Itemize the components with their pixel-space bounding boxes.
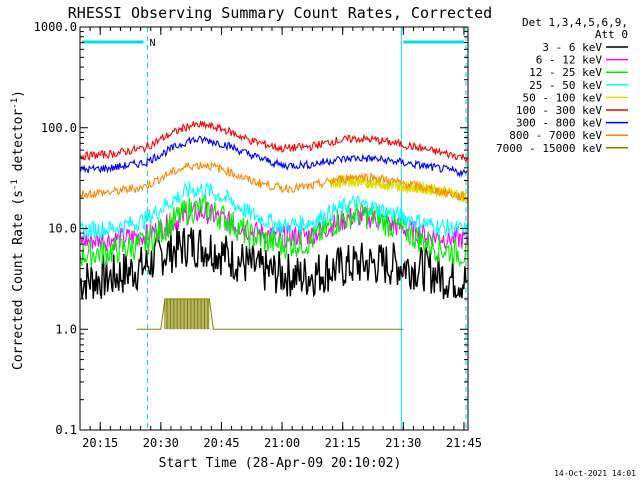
legend-label: 100 - 300 keV xyxy=(516,104,602,117)
y-tick-label: 100.0 xyxy=(41,121,77,135)
y-tick-label: 10.0 xyxy=(48,222,77,236)
series-line xyxy=(79,119,468,163)
legend-label: 6 - 12 keV xyxy=(536,54,603,67)
series-line xyxy=(79,193,468,268)
series-line xyxy=(79,135,468,179)
detector-note: Att 0 xyxy=(595,28,628,41)
timestamp: 14-Oct-2021 14:01 xyxy=(554,469,636,478)
legend-label: 7000 - 15000 keV xyxy=(496,142,602,155)
detector-note: Det 1,3,4,5,6,9, xyxy=(522,16,628,29)
series-line xyxy=(79,181,468,240)
series-line xyxy=(79,226,468,300)
y-tick-label: 1.0 xyxy=(55,322,77,336)
x-tick-label: 20:30 xyxy=(143,436,179,450)
y-tick-label: 1000.0 xyxy=(34,20,77,34)
x-tick-label: 21:30 xyxy=(385,436,421,450)
legend-label: 12 - 25 keV xyxy=(529,66,602,79)
series-line xyxy=(330,174,469,204)
series-line xyxy=(136,298,404,330)
night-marker: N xyxy=(149,38,155,49)
y-axis-label: Corrected Count Rate (s-1 detector-1) xyxy=(10,90,26,370)
legend-label: 800 - 7000 keV xyxy=(509,129,602,142)
plot-area: N xyxy=(79,27,469,430)
y-tick-label: 0.1 xyxy=(55,423,77,437)
legend-label: 50 - 100 keV xyxy=(523,91,603,104)
chart-title: RHESSI Observing Summary Count Rates, Co… xyxy=(68,4,492,22)
x-tick-label: 20:15 xyxy=(82,436,118,450)
x-tick-label: 21:00 xyxy=(264,436,300,450)
x-axis-label: Start Time (28-Apr-09 20:10:02) xyxy=(159,456,402,471)
series-line xyxy=(79,161,468,202)
x-tick-label: 21:15 xyxy=(325,436,361,450)
legend-label: 300 - 800 keV xyxy=(516,117,602,130)
legend-label: 3 - 6 keV xyxy=(542,41,602,54)
x-tick-label: 21:45 xyxy=(446,436,482,450)
x-tick-label: 20:45 xyxy=(203,436,239,450)
axis-ticks: 1000.0 100.0 10.0 1.0 0.1 20:15 20:30 20:45 21:0… xyxy=(34,20,482,450)
legend-label: 25 - 50 keV xyxy=(529,79,602,92)
